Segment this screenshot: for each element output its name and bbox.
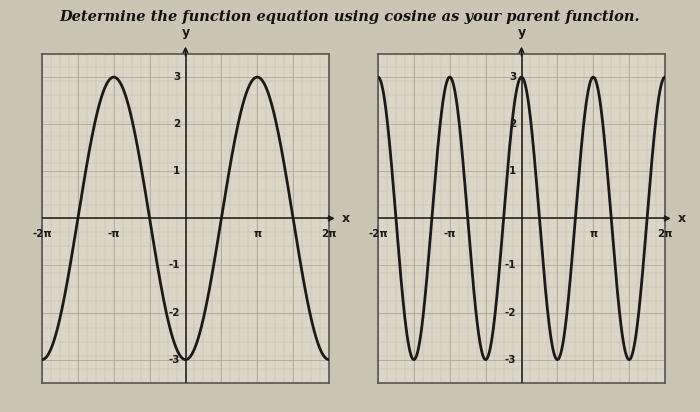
Text: -1: -1: [169, 260, 181, 270]
Text: -2π: -2π: [368, 229, 388, 239]
Text: 2π: 2π: [321, 229, 337, 239]
Text: -2π: -2π: [32, 229, 52, 239]
Text: y: y: [517, 26, 526, 39]
Text: -π: -π: [444, 229, 456, 239]
Text: π: π: [253, 229, 261, 239]
Text: y: y: [181, 26, 190, 39]
Text: π: π: [589, 229, 597, 239]
Text: 2: 2: [173, 119, 181, 129]
Text: 2: 2: [509, 119, 517, 129]
Text: -1: -1: [505, 260, 517, 270]
Text: 2π: 2π: [657, 229, 673, 239]
Text: x: x: [342, 212, 350, 225]
Text: Determine the function equation using cosine as your parent function.: Determine the function equation using co…: [60, 10, 640, 24]
Text: 1: 1: [173, 166, 181, 176]
Text: 1: 1: [509, 166, 517, 176]
Text: -2: -2: [169, 307, 181, 318]
Text: -π: -π: [108, 229, 120, 239]
Text: 3: 3: [509, 72, 517, 82]
Text: x: x: [678, 212, 686, 225]
Text: -2: -2: [505, 307, 517, 318]
Text: 3: 3: [173, 72, 181, 82]
Text: -3: -3: [505, 355, 517, 365]
Text: -3: -3: [169, 355, 181, 365]
